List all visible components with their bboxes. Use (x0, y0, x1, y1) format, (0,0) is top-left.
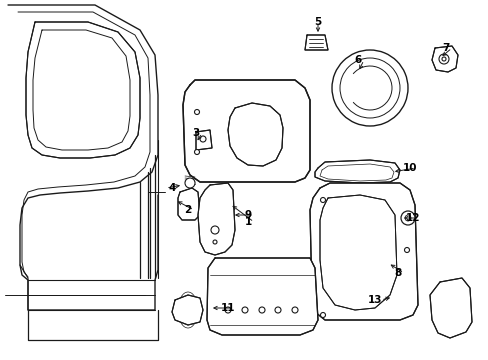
Polygon shape (178, 188, 200, 220)
Text: 1: 1 (244, 217, 251, 227)
Circle shape (210, 226, 219, 234)
Polygon shape (206, 258, 317, 335)
Circle shape (194, 149, 199, 154)
Circle shape (184, 178, 195, 188)
Circle shape (194, 109, 199, 114)
Text: 3: 3 (192, 128, 199, 138)
Polygon shape (172, 295, 203, 325)
Polygon shape (429, 278, 471, 338)
Text: 5: 5 (314, 17, 321, 27)
Circle shape (320, 312, 325, 318)
Circle shape (438, 54, 448, 64)
Text: 4: 4 (168, 183, 175, 193)
Polygon shape (309, 183, 417, 320)
Text: 11: 11 (220, 303, 235, 313)
Circle shape (320, 198, 325, 202)
Text: 12: 12 (405, 213, 419, 223)
Circle shape (400, 211, 414, 225)
Polygon shape (196, 130, 212, 150)
Polygon shape (305, 35, 327, 50)
Text: 10: 10 (402, 163, 416, 173)
Polygon shape (314, 160, 399, 183)
Circle shape (274, 307, 281, 313)
Circle shape (404, 248, 408, 252)
Polygon shape (431, 46, 457, 72)
Circle shape (259, 307, 264, 313)
Text: 9: 9 (244, 210, 251, 220)
Circle shape (213, 240, 217, 244)
Text: 6: 6 (354, 55, 361, 65)
Circle shape (224, 307, 230, 313)
Circle shape (291, 307, 297, 313)
Circle shape (404, 215, 410, 221)
Polygon shape (183, 80, 309, 182)
Text: 2: 2 (184, 205, 191, 215)
Text: 13: 13 (367, 295, 382, 305)
Polygon shape (227, 103, 283, 166)
Polygon shape (26, 22, 140, 158)
Polygon shape (319, 195, 396, 310)
Circle shape (441, 57, 445, 61)
Circle shape (242, 307, 247, 313)
Text: 8: 8 (393, 268, 401, 278)
Polygon shape (198, 183, 235, 255)
Circle shape (200, 136, 205, 142)
Text: 7: 7 (442, 43, 449, 53)
